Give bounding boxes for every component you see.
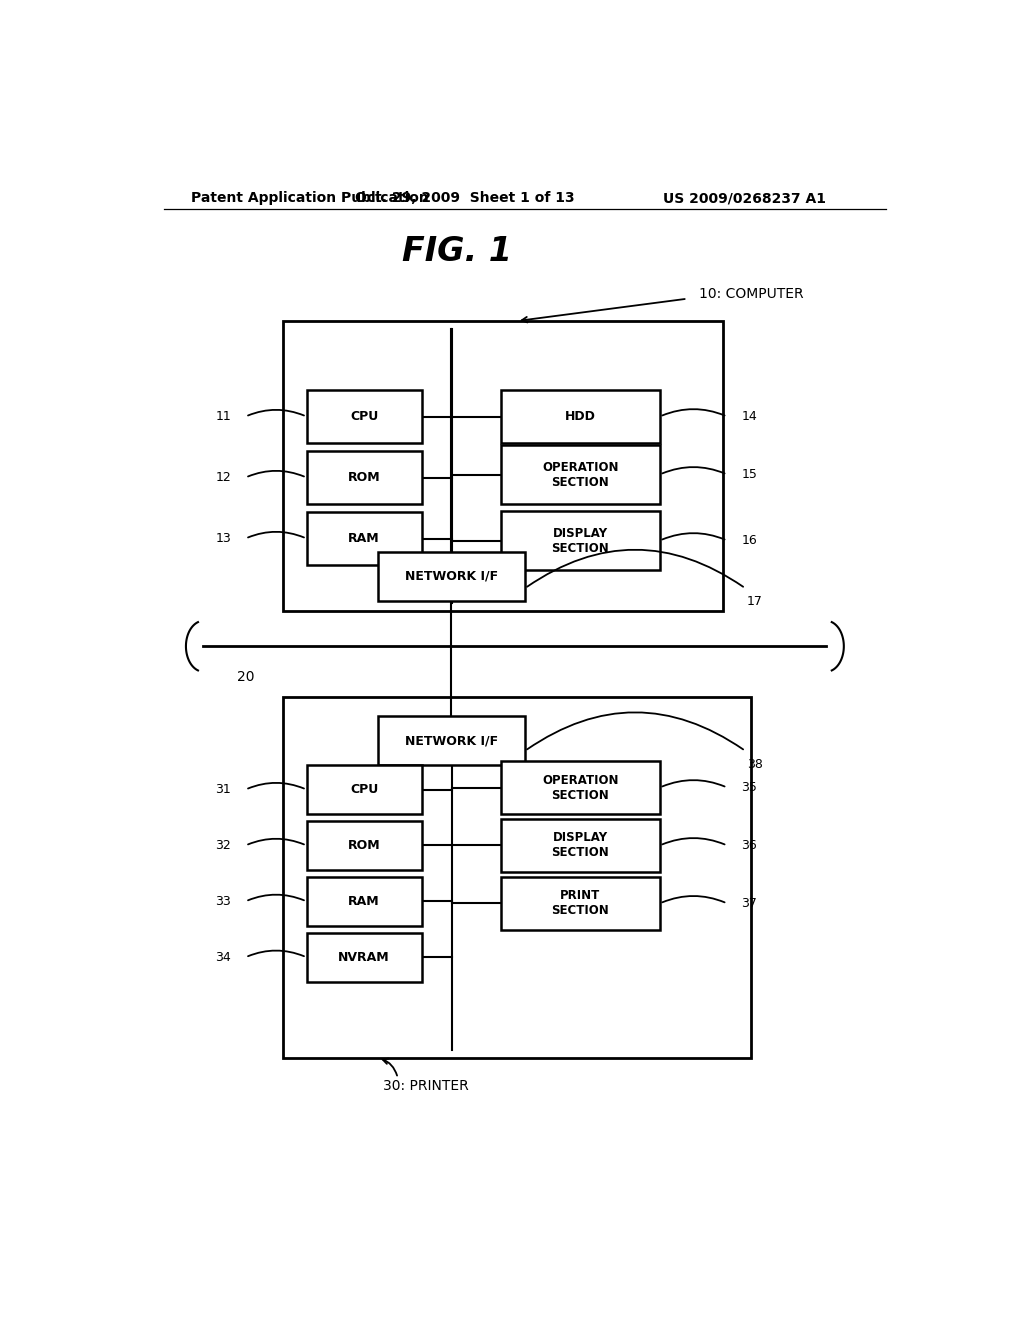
Text: 36: 36 (741, 840, 757, 851)
Bar (306, 821, 422, 870)
Bar (501, 391, 659, 444)
Text: NETWORK I/F: NETWORK I/F (404, 570, 498, 582)
Text: US 2009/0268237 A1: US 2009/0268237 A1 (664, 191, 826, 205)
Text: RAM: RAM (348, 532, 380, 545)
Text: 12: 12 (215, 471, 231, 484)
Text: NETWORK I/F: NETWORK I/F (404, 734, 498, 747)
Text: PRINT
SECTION: PRINT SECTION (552, 890, 609, 917)
Text: 30: PRINTER: 30: PRINTER (383, 1080, 468, 1093)
Bar (306, 876, 422, 925)
Bar (283, 321, 723, 611)
Bar (501, 876, 659, 929)
Bar (306, 391, 422, 444)
Text: 13: 13 (215, 532, 231, 545)
Text: 35: 35 (741, 781, 758, 795)
Text: 15: 15 (741, 469, 758, 480)
Bar (306, 933, 422, 982)
Text: OPERATION
SECTION: OPERATION SECTION (542, 774, 618, 801)
Bar (378, 717, 525, 766)
Text: ROM: ROM (348, 840, 380, 851)
Text: FIG. 1: FIG. 1 (402, 235, 512, 268)
Text: 33: 33 (215, 895, 231, 908)
Text: 20: 20 (237, 669, 254, 684)
Text: 10: COMPUTER: 10: COMPUTER (699, 286, 804, 301)
Text: 34: 34 (215, 950, 231, 964)
Bar (306, 512, 422, 565)
Text: DISPLAY
SECTION: DISPLAY SECTION (552, 527, 609, 554)
Text: 16: 16 (741, 535, 757, 546)
Text: RAM: RAM (348, 895, 380, 908)
Bar (306, 451, 422, 504)
Text: CPU: CPU (350, 411, 378, 424)
Bar (378, 552, 525, 601)
Text: Oct. 29, 2009  Sheet 1 of 13: Oct. 29, 2009 Sheet 1 of 13 (355, 191, 575, 205)
Text: OPERATION
SECTION: OPERATION SECTION (542, 461, 618, 488)
Text: 31: 31 (215, 783, 231, 796)
Text: NVRAM: NVRAM (338, 950, 390, 964)
Text: DISPLAY
SECTION: DISPLAY SECTION (552, 832, 609, 859)
Text: HDD: HDD (565, 411, 596, 424)
Bar (501, 762, 659, 814)
Text: 32: 32 (215, 840, 231, 851)
Bar (306, 766, 422, 814)
Text: 14: 14 (741, 411, 757, 424)
Text: ROM: ROM (348, 471, 380, 484)
Text: Patent Application Publication: Patent Application Publication (191, 191, 429, 205)
Text: 11: 11 (215, 411, 231, 424)
Bar (501, 511, 659, 570)
Bar (501, 445, 659, 504)
Text: 17: 17 (748, 595, 763, 609)
Bar (283, 697, 751, 1057)
Text: 38: 38 (748, 758, 763, 771)
Text: 37: 37 (741, 896, 758, 909)
Text: CPU: CPU (350, 783, 378, 796)
Bar (501, 818, 659, 873)
